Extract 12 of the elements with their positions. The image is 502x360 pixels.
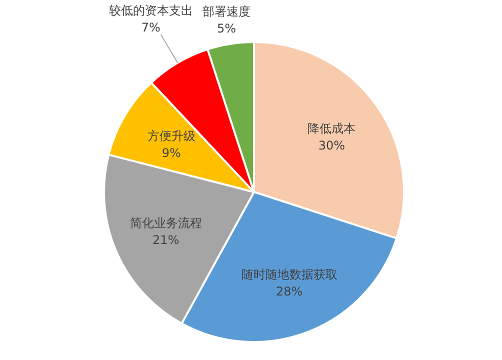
slice-label: 方便升级 [147, 129, 196, 144]
slice-label: 部署速度 [202, 4, 251, 19]
slice-label: 随时随地数据获取 [241, 267, 338, 282]
data-label: 7% [141, 20, 160, 35]
data-label: 28% [276, 284, 303, 298]
slice-label: 简化业务流程 [130, 216, 202, 230]
data-label: 9% [162, 146, 181, 160]
data-label: 30% [318, 138, 345, 153]
slice-label: 降低成本 [308, 122, 356, 136]
data-label: 5% [217, 22, 236, 36]
slice-label: 较低的资本支出 [108, 4, 193, 18]
data-label: 21% [152, 233, 180, 248]
